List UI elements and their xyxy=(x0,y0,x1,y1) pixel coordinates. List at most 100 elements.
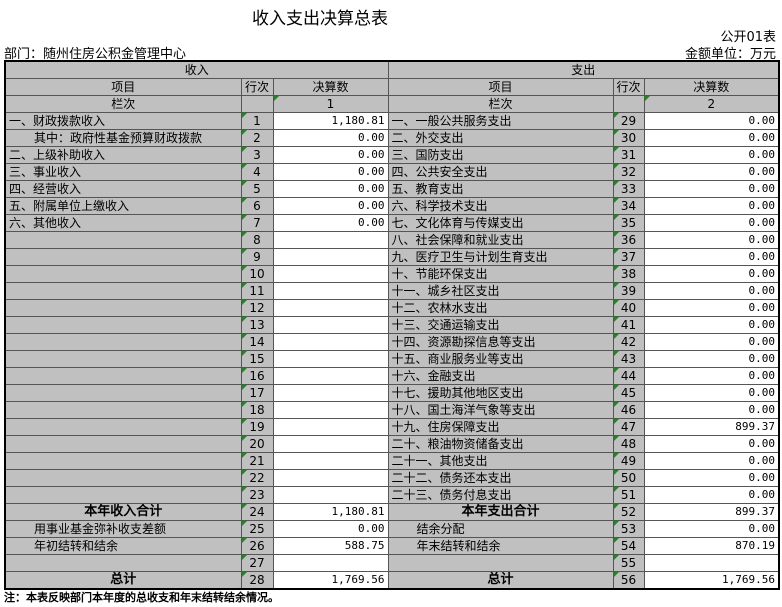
expense-item-cell[interactable]: 六、科学技术支出 xyxy=(387,197,614,215)
expense-line-no[interactable]: 29 xyxy=(612,112,645,130)
income-line-no[interactable]: 19 xyxy=(240,418,274,436)
income-amount-cell[interactable]: 1,769.56 xyxy=(272,571,389,590)
income-line-no[interactable]: 28 xyxy=(240,571,274,590)
income-line-no[interactable]: 23 xyxy=(240,486,274,504)
income-amount-cell[interactable]: 0.00 xyxy=(272,214,389,232)
expense-item-cell[interactable]: 十九、住房保障支出 xyxy=(387,418,614,436)
expense-line-no[interactable]: 40 xyxy=(612,299,645,317)
expense-amount-cell[interactable]: 899.37 xyxy=(643,503,780,521)
income-line-no[interactable]: 11 xyxy=(240,282,274,300)
income-item-cell[interactable] xyxy=(4,401,242,419)
income-item-cell[interactable] xyxy=(4,248,242,266)
income-amount-cell[interactable] xyxy=(272,401,389,419)
income-item-cell[interactable] xyxy=(4,452,242,470)
income-item-cell[interactable] xyxy=(4,367,242,385)
income-amount-cell[interactable]: 0.00 xyxy=(272,129,389,147)
expense-amount-cell[interactable]: 1,769.56 xyxy=(643,571,780,590)
income-amount-cell[interactable] xyxy=(272,282,389,300)
income-line-no[interactable]: 26 xyxy=(240,537,274,555)
income-item-cell[interactable]: 年初结转和结余 xyxy=(4,537,242,555)
income-amount-cell[interactable] xyxy=(272,367,389,385)
income-item-cell[interactable] xyxy=(4,265,242,283)
expense-amount-cell[interactable]: 0.00 xyxy=(643,367,780,385)
income-item-cell[interactable] xyxy=(4,316,242,334)
expense-line-no[interactable]: 30 xyxy=(612,129,645,147)
income-line-no[interactable]: 5 xyxy=(240,180,274,198)
expense-amount-cell[interactable]: 0.00 xyxy=(643,520,780,538)
expense-amount-cell[interactable]: 0.00 xyxy=(643,129,780,147)
expense-item-cell[interactable]: 十五、商业服务业等支出 xyxy=(387,350,614,368)
expense-line-no[interactable]: 56 xyxy=(612,571,645,590)
income-amount-cell[interactable] xyxy=(272,231,389,249)
expense-amount-cell[interactable]: 0.00 xyxy=(643,146,780,164)
expense-line-no[interactable]: 46 xyxy=(612,401,645,419)
expense-line-no[interactable]: 55 xyxy=(612,554,645,572)
expense-line-no[interactable]: 44 xyxy=(612,367,645,385)
expense-line-no[interactable]: 47 xyxy=(612,418,645,436)
income-line-no[interactable]: 7 xyxy=(240,214,274,232)
expense-item-cell[interactable]: 五、教育支出 xyxy=(387,180,614,198)
expense-amount-cell[interactable]: 0.00 xyxy=(643,112,780,130)
income-item-cell[interactable]: 三、事业收入 xyxy=(4,163,242,181)
income-amount-cell[interactable] xyxy=(272,554,389,572)
expense-item-cell[interactable]: 二十一、其他支出 xyxy=(387,452,614,470)
income-amount-cell[interactable]: 1,180.81 xyxy=(272,503,389,521)
expense-item-cell[interactable]: 十四、资源勘探信息等支出 xyxy=(387,333,614,351)
expense-line-no[interactable]: 32 xyxy=(612,163,645,181)
expense-item-cell[interactable] xyxy=(387,554,614,572)
expense-line-no[interactable]: 45 xyxy=(612,384,645,402)
income-line-no[interactable]: 16 xyxy=(240,367,274,385)
expense-line-no[interactable]: 38 xyxy=(612,265,645,283)
expense-line-no[interactable]: 49 xyxy=(612,452,645,470)
income-line-no[interactable]: 3 xyxy=(240,146,274,164)
income-line-no[interactable]: 10 xyxy=(240,265,274,283)
income-line-no[interactable]: 24 xyxy=(240,503,274,521)
expense-item-cell[interactable]: 四、公共安全支出 xyxy=(387,163,614,181)
income-line-no[interactable]: 4 xyxy=(240,163,274,181)
expense-line-no[interactable]: 48 xyxy=(612,435,645,453)
income-line-no[interactable]: 18 xyxy=(240,401,274,419)
income-item-cell[interactable]: 用事业基金弥补收支差额 xyxy=(4,520,242,538)
expense-amount-cell[interactable]: 0.00 xyxy=(643,316,780,334)
expense-line-no[interactable]: 53 xyxy=(612,520,645,538)
expense-amount-cell[interactable]: 0.00 xyxy=(643,231,780,249)
expense-item-cell[interactable]: 十二、农林水支出 xyxy=(387,299,614,317)
income-item-cell[interactable] xyxy=(4,435,242,453)
expense-amount-cell[interactable]: 0.00 xyxy=(643,401,780,419)
income-line-no[interactable]: 2 xyxy=(240,129,274,147)
expense-amount-cell[interactable]: 0.00 xyxy=(643,384,780,402)
income-amount-cell[interactable]: 1,180.81 xyxy=(272,112,389,130)
income-amount-cell[interactable] xyxy=(272,316,389,334)
expense-item-cell[interactable]: 八、社会保障和就业支出 xyxy=(387,231,614,249)
expense-line-no[interactable]: 34 xyxy=(612,197,645,215)
income-item-cell[interactable]: 五、附属单位上缴收入 xyxy=(4,197,242,215)
expense-amount-cell[interactable]: 0.00 xyxy=(643,350,780,368)
expense-amount-cell[interactable]: 0.00 xyxy=(643,435,780,453)
income-amount-cell[interactable]: 588.75 xyxy=(272,537,389,555)
income-item-cell[interactable]: 一、财政拨款收入 xyxy=(4,112,242,130)
income-line-no[interactable]: 20 xyxy=(240,435,274,453)
expense-amount-cell[interactable]: 0.00 xyxy=(643,486,780,504)
expense-amount-cell[interactable]: 899.37 xyxy=(643,418,780,436)
income-amount-cell[interactable] xyxy=(272,333,389,351)
income-item-cell[interactable]: 四、经营收入 xyxy=(4,180,242,198)
expense-amount-cell[interactable]: 0.00 xyxy=(643,265,780,283)
income-line-no[interactable]: 22 xyxy=(240,469,274,487)
expense-item-cell[interactable]: 十、节能环保支出 xyxy=(387,265,614,283)
expense-item-cell[interactable]: 二十三、债务付息支出 xyxy=(387,486,614,504)
income-item-cell[interactable] xyxy=(4,299,242,317)
expense-line-no[interactable]: 42 xyxy=(612,333,645,351)
income-amount-cell[interactable] xyxy=(272,299,389,317)
income-amount-cell[interactable] xyxy=(272,452,389,470)
expense-line-no[interactable]: 51 xyxy=(612,486,645,504)
expense-line-no[interactable]: 52 xyxy=(612,503,645,521)
expense-amount-cell[interactable]: 0.00 xyxy=(643,197,780,215)
expense-item-cell[interactable]: 二十二、债务还本支出 xyxy=(387,469,614,487)
expense-item-cell[interactable]: 十七、援助其他地区支出 xyxy=(387,384,614,402)
expense-amount-cell[interactable]: 0.00 xyxy=(643,282,780,300)
income-line-no[interactable]: 12 xyxy=(240,299,274,317)
expense-line-no[interactable]: 39 xyxy=(612,282,645,300)
expense-item-cell[interactable]: 结余分配 xyxy=(387,520,614,538)
expense-amount-cell[interactable]: 0.00 xyxy=(643,452,780,470)
income-item-cell[interactable]: 总计 xyxy=(4,571,242,590)
